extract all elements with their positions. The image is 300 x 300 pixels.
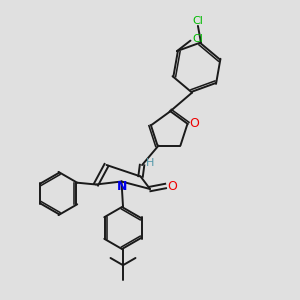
Text: N: N	[117, 180, 128, 193]
Text: O: O	[167, 179, 177, 193]
Text: Cl: Cl	[193, 16, 203, 26]
Text: Cl: Cl	[192, 34, 203, 44]
Text: O: O	[189, 117, 199, 130]
Text: H: H	[146, 158, 155, 168]
